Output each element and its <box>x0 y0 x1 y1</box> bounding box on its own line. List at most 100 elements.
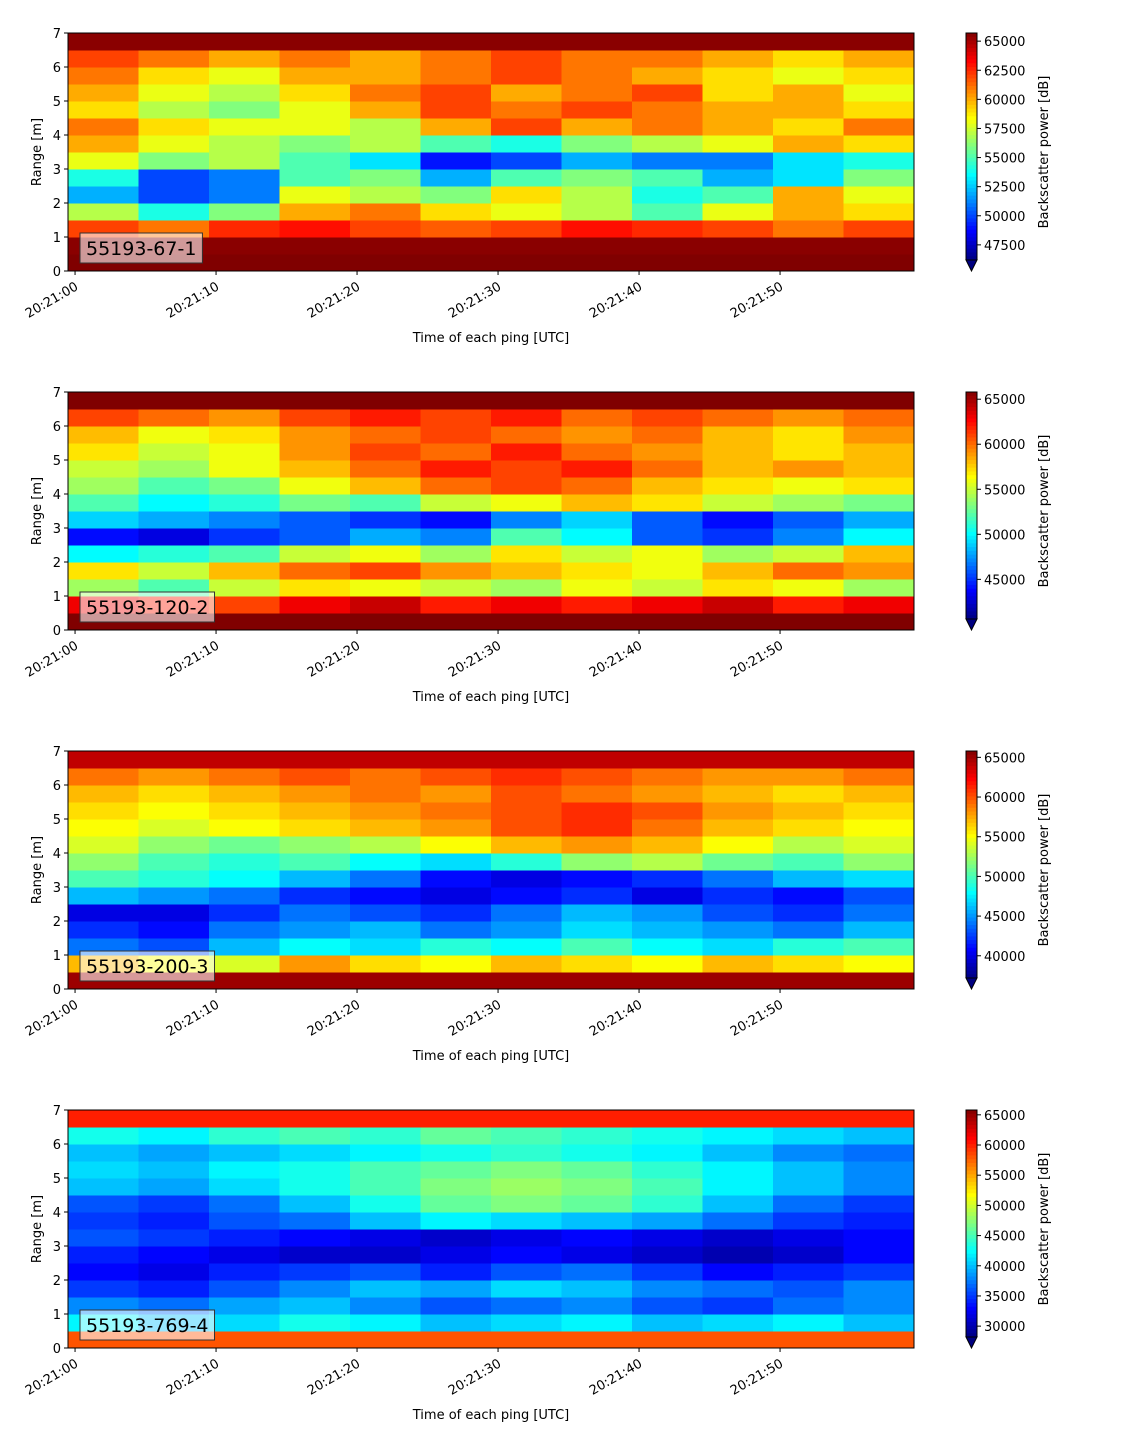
heatmap-cell <box>350 1212 421 1230</box>
colorbar-strip <box>966 800 977 805</box>
colorbar-strip <box>966 433 977 438</box>
colorbar-strip <box>966 543 977 548</box>
heatmap-cell <box>632 785 703 803</box>
heatmap-cell <box>632 135 703 153</box>
colorbar-strip <box>966 1295 977 1300</box>
heatmap-cell <box>279 870 351 888</box>
y-tick-label: 5 <box>53 95 61 110</box>
heatmap-cell <box>491 1161 562 1179</box>
heatmap-cell <box>209 921 280 939</box>
colorbar-strip <box>966 422 977 427</box>
heatmap-cell <box>491 887 562 905</box>
heatmap-cell <box>209 101 280 119</box>
y-tick-label: 5 <box>53 1172 61 1187</box>
heatmap-cell <box>632 853 703 871</box>
heatmap-cell <box>561 1195 633 1213</box>
heatmap-cell <box>138 1144 210 1162</box>
heatmap-cell <box>209 1229 280 1247</box>
heatmap-cell <box>561 751 633 769</box>
heatmap-cell <box>843 1314 915 1332</box>
heatmap-cell <box>350 1246 421 1264</box>
heatmap-cell <box>632 1229 703 1247</box>
heatmap-cell <box>702 904 774 922</box>
colorbar-strip <box>966 471 977 476</box>
colorbar-label: Backscatter power [dB] <box>1037 76 1052 229</box>
colorbar-strip <box>966 150 977 155</box>
heatmap-cell <box>209 254 280 272</box>
colorbar-strip <box>966 426 977 431</box>
heatmap-cell <box>773 1331 844 1349</box>
heatmap-cell <box>632 477 703 495</box>
colorbar-frame <box>965 32 978 260</box>
heatmap-cell <box>632 1246 703 1264</box>
heatmap-cell <box>420 562 492 580</box>
heatmap-cell <box>138 443 210 461</box>
heatmap-cell <box>491 84 562 102</box>
heatmap-cell <box>561 152 633 170</box>
x-tick-label: 20:21:50 <box>728 997 786 1039</box>
heatmap-cell <box>702 819 774 837</box>
heatmap-cell <box>702 1178 774 1196</box>
colorbar-strip <box>966 176 977 182</box>
colorbar-strip <box>966 1238 977 1243</box>
colorbar-strip <box>966 879 977 884</box>
heatmap-cell <box>843 33 915 51</box>
colorbar-strip <box>966 448 977 454</box>
colorbar-strip <box>966 959 977 964</box>
colorbar-strip <box>966 63 977 68</box>
heatmap-cell <box>209 528 280 546</box>
colorbar-tick-label: 50000 <box>984 528 1025 543</box>
colorbar-extend <box>965 1336 978 1350</box>
colorbar-strip <box>966 1333 977 1338</box>
heatmap-cell <box>843 67 915 85</box>
heatmap-cell <box>702 220 774 238</box>
heatmap-cell <box>561 1314 633 1332</box>
colorbar-strip <box>966 222 977 227</box>
heatmap-cell <box>279 443 351 461</box>
heatmap-cell <box>279 1127 351 1145</box>
heatmap-cell <box>350 135 421 153</box>
heatmap-cell <box>350 477 421 495</box>
heatmap-cell <box>350 904 421 922</box>
heatmap-cell <box>491 477 562 495</box>
heatmap-cell <box>773 972 844 990</box>
colorbar-strip <box>966 1223 977 1228</box>
heatmap-cell <box>350 528 421 546</box>
colorbar-strip <box>966 970 977 975</box>
x-axis-label: Time of each ping [UTC] <box>412 690 570 705</box>
y-axis-label: Range [m] <box>30 118 45 186</box>
heatmap-cell <box>491 1246 562 1264</box>
heatmap-cell <box>420 1178 492 1196</box>
heatmap-cell <box>350 50 421 68</box>
heatmap-cell <box>702 921 774 939</box>
colorbar-strip <box>966 940 977 945</box>
heatmap-cell <box>68 494 139 512</box>
x-tick-label: 20:21:10 <box>164 638 222 680</box>
heatmap-cell <box>350 596 421 614</box>
colorbar-strip <box>966 203 977 208</box>
heatmap-cell <box>561 785 633 803</box>
heatmap-cell <box>279 887 351 905</box>
heatmap-cell <box>491 1212 562 1230</box>
heatmap-cell <box>702 887 774 905</box>
colorbar-strip <box>966 1219 977 1224</box>
heatmap-cell <box>420 443 492 461</box>
y-tick-label: 6 <box>53 1138 61 1153</box>
heatmap-cell <box>68 392 139 410</box>
heatmap-cell <box>279 84 351 102</box>
heatmap-cell <box>702 1195 774 1213</box>
heatmap-cell <box>773 1178 844 1196</box>
colorbar-tick-label: 60000 <box>984 1139 1025 1154</box>
x-axis-label: Time of each ping [UTC] <box>412 1049 570 1064</box>
colorbar-strip <box>966 1136 977 1141</box>
heatmap-cell <box>209 152 280 170</box>
heatmap-cell <box>702 443 774 461</box>
heatmap-cell <box>773 1280 844 1298</box>
heatmap-cell <box>702 972 774 990</box>
heatmap-cell <box>773 1314 844 1332</box>
heatmap-cell <box>138 33 210 51</box>
heatmap-cell <box>68 101 139 119</box>
heatmap-cell <box>279 426 351 444</box>
colorbar-strip <box>966 1299 977 1304</box>
heatmap-cell <box>702 186 774 204</box>
